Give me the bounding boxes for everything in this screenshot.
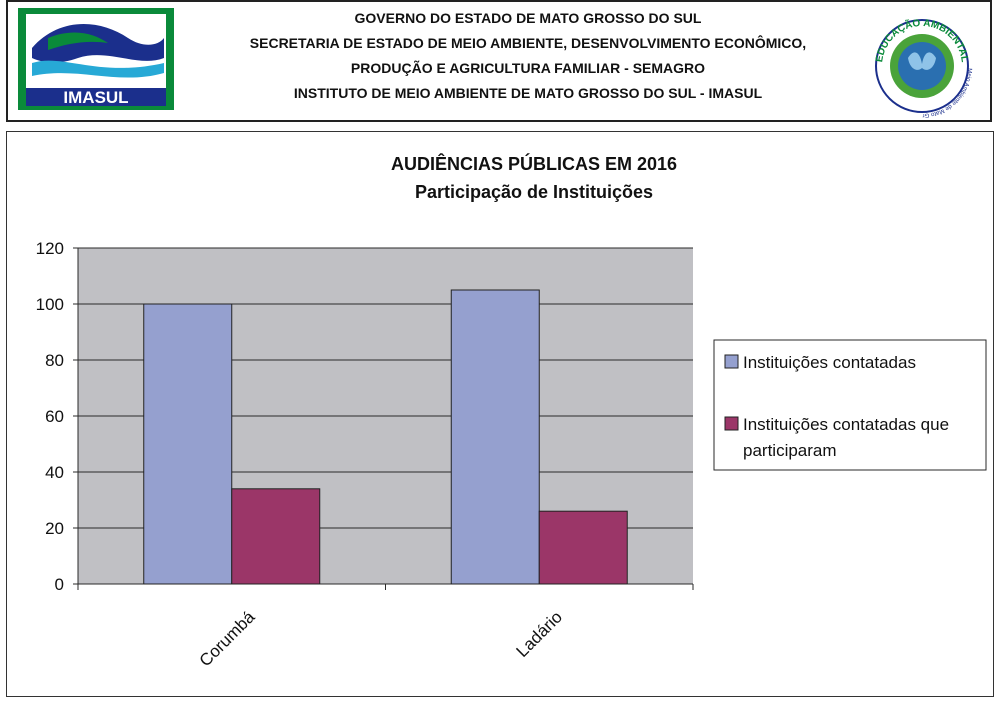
environmental-education-logo: EDUCAÇÃO AMBIENTAL Instituto de Meio Amb… [864, 8, 972, 118]
y-tick-label: 100 [36, 295, 64, 314]
legend: Instituições contatadas Instituições cont… [713, 339, 987, 471]
document-header: IMASUL GOVERNO DO ESTADO DE MATO GROSSO … [6, 0, 992, 122]
legend-swatch [724, 416, 739, 431]
legend-swatch [724, 354, 739, 369]
legend-label: participaram [743, 441, 837, 460]
legend-box [713, 339, 987, 471]
y-tick-label: 80 [45, 351, 64, 370]
header-line-institute: INSTITUTO DE MEIO AMBIENTE DE MATO GROSS… [293, 85, 763, 101]
plot-area: 0 20 40 60 80 100 120 Corumbá Ladário [36, 239, 694, 670]
x-tick-label: Ladário [513, 607, 567, 661]
y-tick-label: 120 [36, 239, 64, 258]
svg-text:IMASUL: IMASUL [63, 88, 128, 107]
chart-title: AUDIÊNCIAS PÚBLICAS EM 2016 [391, 153, 677, 174]
y-tick-label: 20 [45, 519, 64, 538]
bar-contacted [143, 303, 233, 585]
legend-label: Instituições contatadas que [743, 415, 949, 434]
header-line-government: GOVERNO DO ESTADO DE MATO GROSSO DO SUL [354, 10, 702, 26]
bar-chart: AUDIÊNCIAS PÚBLICAS EM 2016 Participação… [36, 153, 987, 670]
y-tick-label: 40 [45, 463, 64, 482]
header-text-block: GOVERNO DO ESTADO DE MATO GROSSO DO SUL … [208, 6, 848, 106]
bar-participated [231, 488, 321, 585]
chart-frame: AUDIÊNCIAS PÚBLICAS EM 2016 Participação… [6, 131, 994, 697]
header-line-secretariat: SECRETARIA DE ESTADO DE MEIO AMBIENTE, D… [249, 35, 807, 51]
y-tick-label: 0 [55, 575, 64, 594]
chart-subtitle: Participação de Instituições [415, 182, 653, 202]
legend-label: Instituições contatadas [743, 353, 916, 372]
y-tick-label: 60 [45, 407, 64, 426]
bar-contacted [450, 289, 540, 585]
header-line-semagro: PRODUÇÃO E AGRICULTURA FAMILIAR - SEMAGR… [350, 60, 706, 76]
x-tick-label: Corumbá [196, 607, 259, 670]
imasul-logo: IMASUL [18, 8, 174, 110]
bar-participated [538, 510, 628, 585]
